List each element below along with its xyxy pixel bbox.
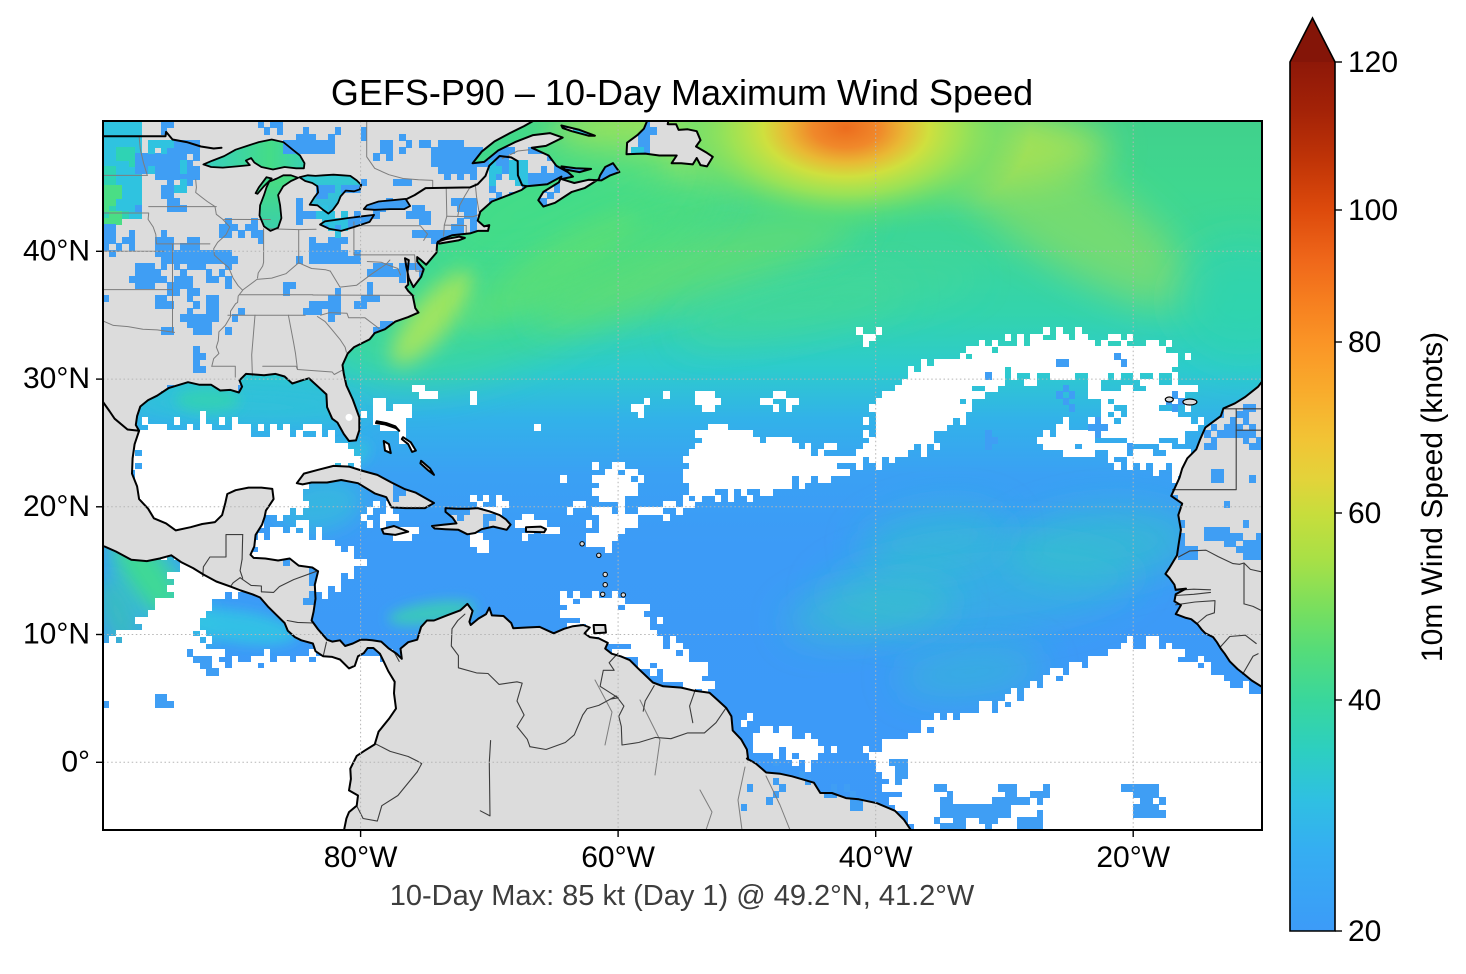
- svg-text:20: 20: [1348, 915, 1381, 948]
- svg-text:GEFS-P90 – 10-Day Maximum Wind: GEFS-P90 – 10-Day Maximum Wind Speed: [331, 72, 1033, 113]
- svg-text:20°W: 20°W: [1096, 841, 1170, 874]
- svg-text:40°N: 40°N: [23, 234, 90, 267]
- svg-text:10-Day Max: 85 kt (Day 1) @ 49: 10-Day Max: 85 kt (Day 1) @ 49.2°N, 41.2…: [390, 880, 975, 912]
- svg-text:10m Wind Speed (knots): 10m Wind Speed (knots): [1416, 332, 1449, 662]
- svg-text:20°N: 20°N: [23, 490, 90, 523]
- svg-text:60: 60: [1348, 497, 1381, 530]
- svg-text:0°: 0°: [61, 745, 90, 778]
- svg-text:80: 80: [1348, 326, 1381, 359]
- svg-text:30°N: 30°N: [23, 362, 90, 395]
- svg-text:40°W: 40°W: [839, 841, 913, 874]
- svg-text:80°W: 80°W: [324, 841, 398, 874]
- svg-text:40: 40: [1348, 684, 1381, 717]
- svg-text:120: 120: [1348, 46, 1398, 79]
- svg-text:100: 100: [1348, 194, 1398, 227]
- svg-text:60°W: 60°W: [581, 841, 655, 874]
- svg-text:10°N: 10°N: [23, 618, 90, 651]
